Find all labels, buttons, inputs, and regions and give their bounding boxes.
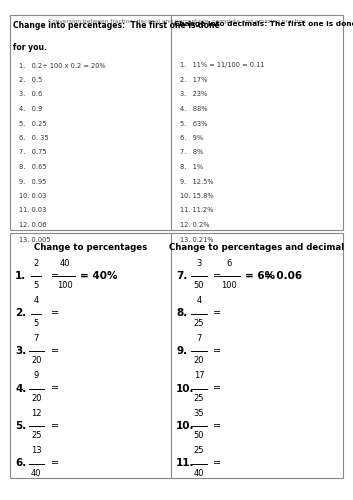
Text: 11. 0.03: 11. 0.03 xyxy=(19,208,46,214)
Text: 25: 25 xyxy=(31,432,42,440)
Text: 7.: 7. xyxy=(176,271,187,281)
Text: =: = xyxy=(213,421,221,431)
Bar xyxy=(10,15,343,230)
Text: =: = xyxy=(213,346,221,356)
Text: 100: 100 xyxy=(57,282,72,290)
Text: 40: 40 xyxy=(59,259,70,268)
Text: 1.   11% = 11/100 = 0.11: 1. 11% = 11/100 = 0.11 xyxy=(180,62,264,68)
Text: 10. 0.03: 10. 0.03 xyxy=(19,193,46,199)
Text: 6.: 6. xyxy=(15,458,26,468)
Text: =: = xyxy=(50,421,59,431)
Text: 4.   0.9: 4. 0.9 xyxy=(19,106,42,112)
Text: 3.   0.6: 3. 0.6 xyxy=(19,92,42,98)
Text: =: = xyxy=(50,384,59,394)
Text: 2.: 2. xyxy=(15,308,26,318)
Text: 4: 4 xyxy=(34,296,39,306)
Text: 8.   1%: 8. 1% xyxy=(180,164,203,170)
Text: 7: 7 xyxy=(196,334,202,343)
Text: 3.   23%: 3. 23% xyxy=(180,92,207,98)
Text: =: = xyxy=(213,271,221,281)
Text: for you.: for you. xyxy=(13,42,47,51)
Text: 100: 100 xyxy=(221,282,237,290)
Text: 17: 17 xyxy=(194,372,204,380)
Text: 6.   0. 35: 6. 0. 35 xyxy=(19,135,48,141)
Text: 4.   88%: 4. 88% xyxy=(180,106,207,112)
Text: Change into decimals: The first one is done for you.: Change into decimals: The first one is d… xyxy=(174,21,353,27)
Text: 12. 0.06: 12. 0.06 xyxy=(19,222,46,228)
Text: 9: 9 xyxy=(34,372,39,380)
Bar xyxy=(10,234,343,478)
Text: 25: 25 xyxy=(194,319,204,328)
Text: 20: 20 xyxy=(31,356,42,366)
Text: 8.   0.65: 8. 0.65 xyxy=(19,164,46,170)
Text: 3: 3 xyxy=(196,259,202,268)
Text: 2.   17%: 2. 17% xyxy=(180,77,207,83)
Text: 2.   0.5: 2. 0.5 xyxy=(19,77,42,83)
Text: 10.: 10. xyxy=(176,421,195,431)
Text: 2: 2 xyxy=(34,259,39,268)
Text: 7.   8%: 7. 8% xyxy=(180,150,203,156)
Text: Change into percentages:  The first one is done: Change into percentages: The first one i… xyxy=(13,21,220,30)
Text: = 40%: = 40% xyxy=(80,271,118,281)
Text: 1.   0.2÷ 100 x 0.2 = 20%: 1. 0.2÷ 100 x 0.2 = 20% xyxy=(19,62,106,68)
Text: 3.: 3. xyxy=(15,346,26,356)
Text: 6.   9%: 6. 9% xyxy=(180,135,203,141)
Text: = 0.06: = 0.06 xyxy=(264,271,303,281)
Text: 50: 50 xyxy=(194,432,204,440)
Text: 4: 4 xyxy=(197,296,202,306)
Text: 11. 11.2%: 11. 11.2% xyxy=(180,208,213,214)
Text: 40: 40 xyxy=(31,469,42,478)
Text: Conversion between fraction, decimal and percentage, complete and amazing practi: Conversion between fraction, decimal and… xyxy=(48,19,305,24)
Text: 9.: 9. xyxy=(176,346,187,356)
Text: 5: 5 xyxy=(34,282,39,290)
Text: 6: 6 xyxy=(226,259,232,268)
Text: 11.: 11. xyxy=(176,458,195,468)
Text: 40: 40 xyxy=(194,469,204,478)
Text: 5.   0.25: 5. 0.25 xyxy=(19,120,46,126)
Text: 4.: 4. xyxy=(15,384,26,394)
Text: 25: 25 xyxy=(194,394,204,403)
Text: 7.   0.75: 7. 0.75 xyxy=(19,150,46,156)
Text: Change to percentages and decimal: Change to percentages and decimal xyxy=(169,242,345,252)
Text: 13: 13 xyxy=(31,446,42,456)
Text: 5.   63%: 5. 63% xyxy=(180,120,207,126)
Text: =: = xyxy=(213,308,221,318)
Text: 8.: 8. xyxy=(176,308,187,318)
Text: 20: 20 xyxy=(194,356,204,366)
Text: =: = xyxy=(50,271,59,281)
Text: =: = xyxy=(213,458,221,468)
Text: 35: 35 xyxy=(194,409,204,418)
Text: 13. 0.21%: 13. 0.21% xyxy=(180,236,213,242)
Text: 12. 0.2%: 12. 0.2% xyxy=(180,222,209,228)
Text: = 6%: = 6% xyxy=(245,271,275,281)
Text: 50: 50 xyxy=(194,282,204,290)
Text: 13. 0.005: 13. 0.005 xyxy=(19,236,50,242)
Text: 10. 15.8%: 10. 15.8% xyxy=(180,193,213,199)
Text: 7: 7 xyxy=(34,334,39,343)
Text: =: = xyxy=(50,308,59,318)
Text: =: = xyxy=(50,458,59,468)
Text: 12: 12 xyxy=(31,409,42,418)
Text: 25: 25 xyxy=(194,446,204,456)
Text: =: = xyxy=(50,346,59,356)
Text: 9.   12.5%: 9. 12.5% xyxy=(180,178,213,184)
Text: Change to percentages: Change to percentages xyxy=(34,242,147,252)
Text: =: = xyxy=(213,384,221,394)
Text: 10.: 10. xyxy=(176,384,195,394)
Text: 9.   0.95: 9. 0.95 xyxy=(19,178,46,184)
Text: 5.: 5. xyxy=(15,421,26,431)
Text: 5: 5 xyxy=(34,319,39,328)
Text: 1.: 1. xyxy=(15,271,26,281)
Text: 20: 20 xyxy=(31,394,42,403)
